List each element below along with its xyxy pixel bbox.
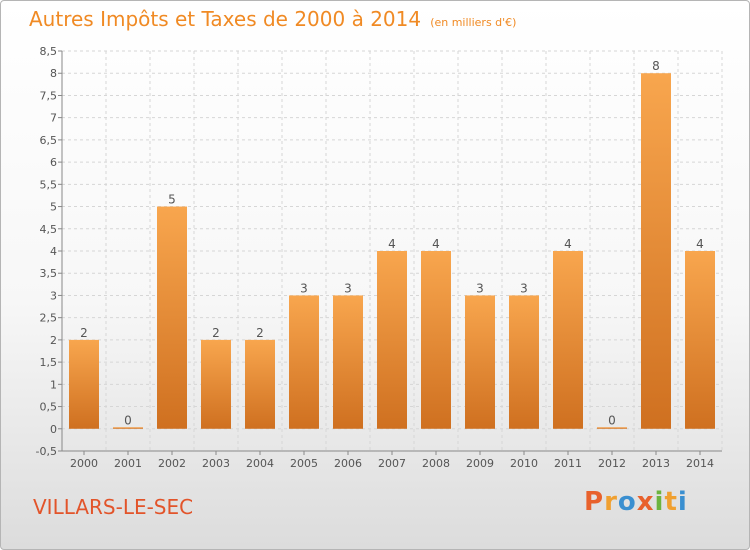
y-tick-label: -0,5 [36, 445, 57, 458]
bar-2007[interactable] [377, 251, 407, 429]
y-tick-label: 1 [50, 378, 57, 391]
y-tick-label: 5,5 [40, 178, 58, 191]
y-tick-label: 1,5 [40, 356, 58, 369]
town-name: VILLARS-LE-SEC [33, 495, 194, 519]
y-tick-label: 0 [50, 423, 57, 436]
x-tick-label: 2007 [378, 457, 406, 470]
data-label: 3 [520, 281, 528, 295]
bar-2004[interactable] [245, 339, 275, 429]
x-tick-label: 2013 [642, 457, 670, 470]
data-label: 4 [564, 237, 572, 251]
y-tick-label: 7,5 [40, 89, 58, 102]
chart-unit-text: (en milliers d'€) [430, 16, 517, 29]
y-tick-label: 0,5 [40, 401, 58, 414]
logo-letter: i [654, 487, 665, 517]
chart-title: Autres Impôts et Taxes de 2000 à 2014 (e… [29, 7, 516, 31]
x-tick-label: 2014 [686, 457, 714, 470]
logo-letter: r [604, 487, 618, 517]
bar-2006[interactable] [333, 295, 363, 429]
bar-2012[interactable] [597, 427, 627, 429]
x-tick-label: 2002 [158, 457, 186, 470]
x-tick-label: 2001 [114, 457, 142, 470]
data-label: 4 [432, 237, 440, 251]
bar-2014[interactable] [685, 251, 715, 429]
data-label: 0 [124, 413, 132, 427]
data-label: 3 [300, 281, 308, 295]
y-tick-label: 7 [50, 112, 57, 125]
data-label: 4 [388, 237, 396, 251]
bar-2009[interactable] [465, 295, 495, 429]
y-axis: -0,5 0 0,5 1 1,5 2 2,5 3 3,5 4 4,5 5 5,5 6 6,5 7 7,5 8 8,5 [36, 45, 63, 458]
data-label: 2 [256, 326, 264, 340]
x-tick-label: 2006 [334, 457, 362, 470]
data-label: 2 [80, 326, 88, 340]
bar-2000[interactable] [69, 339, 99, 429]
x-tick-label: 2008 [422, 457, 450, 470]
logo-letter: i [677, 487, 688, 517]
y-tick-label: 6,5 [40, 134, 58, 147]
y-tick-label: 2 [50, 334, 57, 347]
y-tick-label: 2,5 [40, 312, 58, 325]
data-label: 3 [476, 281, 484, 295]
y-tick-label: 5 [50, 201, 57, 214]
y-tick-label: 3,5 [40, 267, 58, 280]
x-tick-label: 2005 [290, 457, 318, 470]
x-tick-label: 2000 [70, 457, 98, 470]
y-tick-label: 4 [50, 245, 57, 258]
data-label: 8 [652, 59, 660, 73]
data-label: 0 [608, 413, 616, 427]
y-tick-label: 3 [50, 289, 57, 302]
bar-2001[interactable] [113, 427, 143, 429]
x-tick-label: 2010 [510, 457, 538, 470]
data-label: 5 [168, 193, 176, 207]
proxiti-logo[interactable]: Proxiti [584, 487, 688, 517]
bar-2010[interactable] [509, 295, 539, 429]
bar-2003[interactable] [201, 339, 231, 429]
logo-letter: t [664, 487, 678, 517]
y-tick-label: 6 [50, 156, 57, 169]
bars: 2 0 5 2 2 3 3 4 4 3 3 4 0 8 4 [69, 59, 715, 429]
y-tick-label: 4,5 [40, 223, 58, 236]
x-tick-label: 2012 [598, 457, 626, 470]
bar-2002[interactable] [157, 206, 187, 429]
x-tick-label: 2004 [246, 457, 274, 470]
logo-letter: x [636, 487, 655, 517]
logo-letter: P [584, 487, 605, 517]
x-tick-label: 2003 [202, 457, 230, 470]
x-axis: 2000 2001 2002 2003 2004 2005 2006 2007 2008 2009… [62, 450, 722, 470]
x-tick-label: 2011 [554, 457, 582, 470]
y-tick-label: 8 [50, 67, 57, 80]
bar-2011[interactable] [553, 251, 583, 429]
data-label: 2 [212, 326, 220, 340]
chart-title-text: Autres Impôts et Taxes de 2000 à 2014 [29, 7, 422, 31]
bar-2005[interactable] [289, 295, 319, 429]
logo-letter: o [617, 487, 637, 517]
data-label: 3 [344, 281, 352, 295]
bar-2013[interactable] [641, 73, 671, 429]
x-tick-label: 2009 [466, 457, 494, 470]
data-label: 4 [696, 237, 704, 251]
bar-2008[interactable] [421, 251, 451, 429]
y-tick-label: 8,5 [40, 45, 58, 58]
